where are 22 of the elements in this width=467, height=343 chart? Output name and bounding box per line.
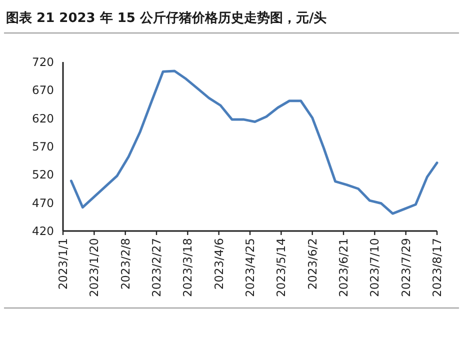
x-tick-label: 2023/2/27 [150, 238, 164, 297]
x-tick-label: 2023/3/18 [180, 238, 195, 297]
x-tick-label: 2023/1/1 [56, 238, 70, 290]
x-tick-label: 2023/4/25 [243, 238, 258, 297]
x-tick-label: 2023/6/2 [305, 238, 320, 290]
y-tick-label: 570 [32, 140, 54, 154]
y-tick-label: 470 [32, 196, 54, 210]
x-tick-label: 2023/5/14 [274, 238, 288, 297]
x-tick-label: 2023/4/6 [212, 238, 226, 290]
x-tick-label: 2023/8/17 [430, 238, 444, 297]
x-tick-label: 2023/2/8 [118, 238, 132, 290]
x-tick-label: 2023/1/20 [87, 238, 102, 297]
y-tick-label: 420 [32, 224, 54, 238]
y-tick-label: 670 [32, 83, 54, 98]
chart-title: 图表 21 2023 年 15 公斤仔猪价格历史走势图，元/头 [6, 10, 327, 26]
y-tick-label: 620 [32, 111, 54, 126]
x-tick-label: 2023/6/21 [336, 238, 351, 297]
y-tick-label: 520 [32, 168, 54, 182]
line-series [70, 70, 438, 215]
x-tick-label: 2023/7/10 [368, 238, 382, 297]
y-tick-label: 720 [32, 55, 54, 70]
x-tick-label: 2023/7/29 [398, 238, 413, 297]
